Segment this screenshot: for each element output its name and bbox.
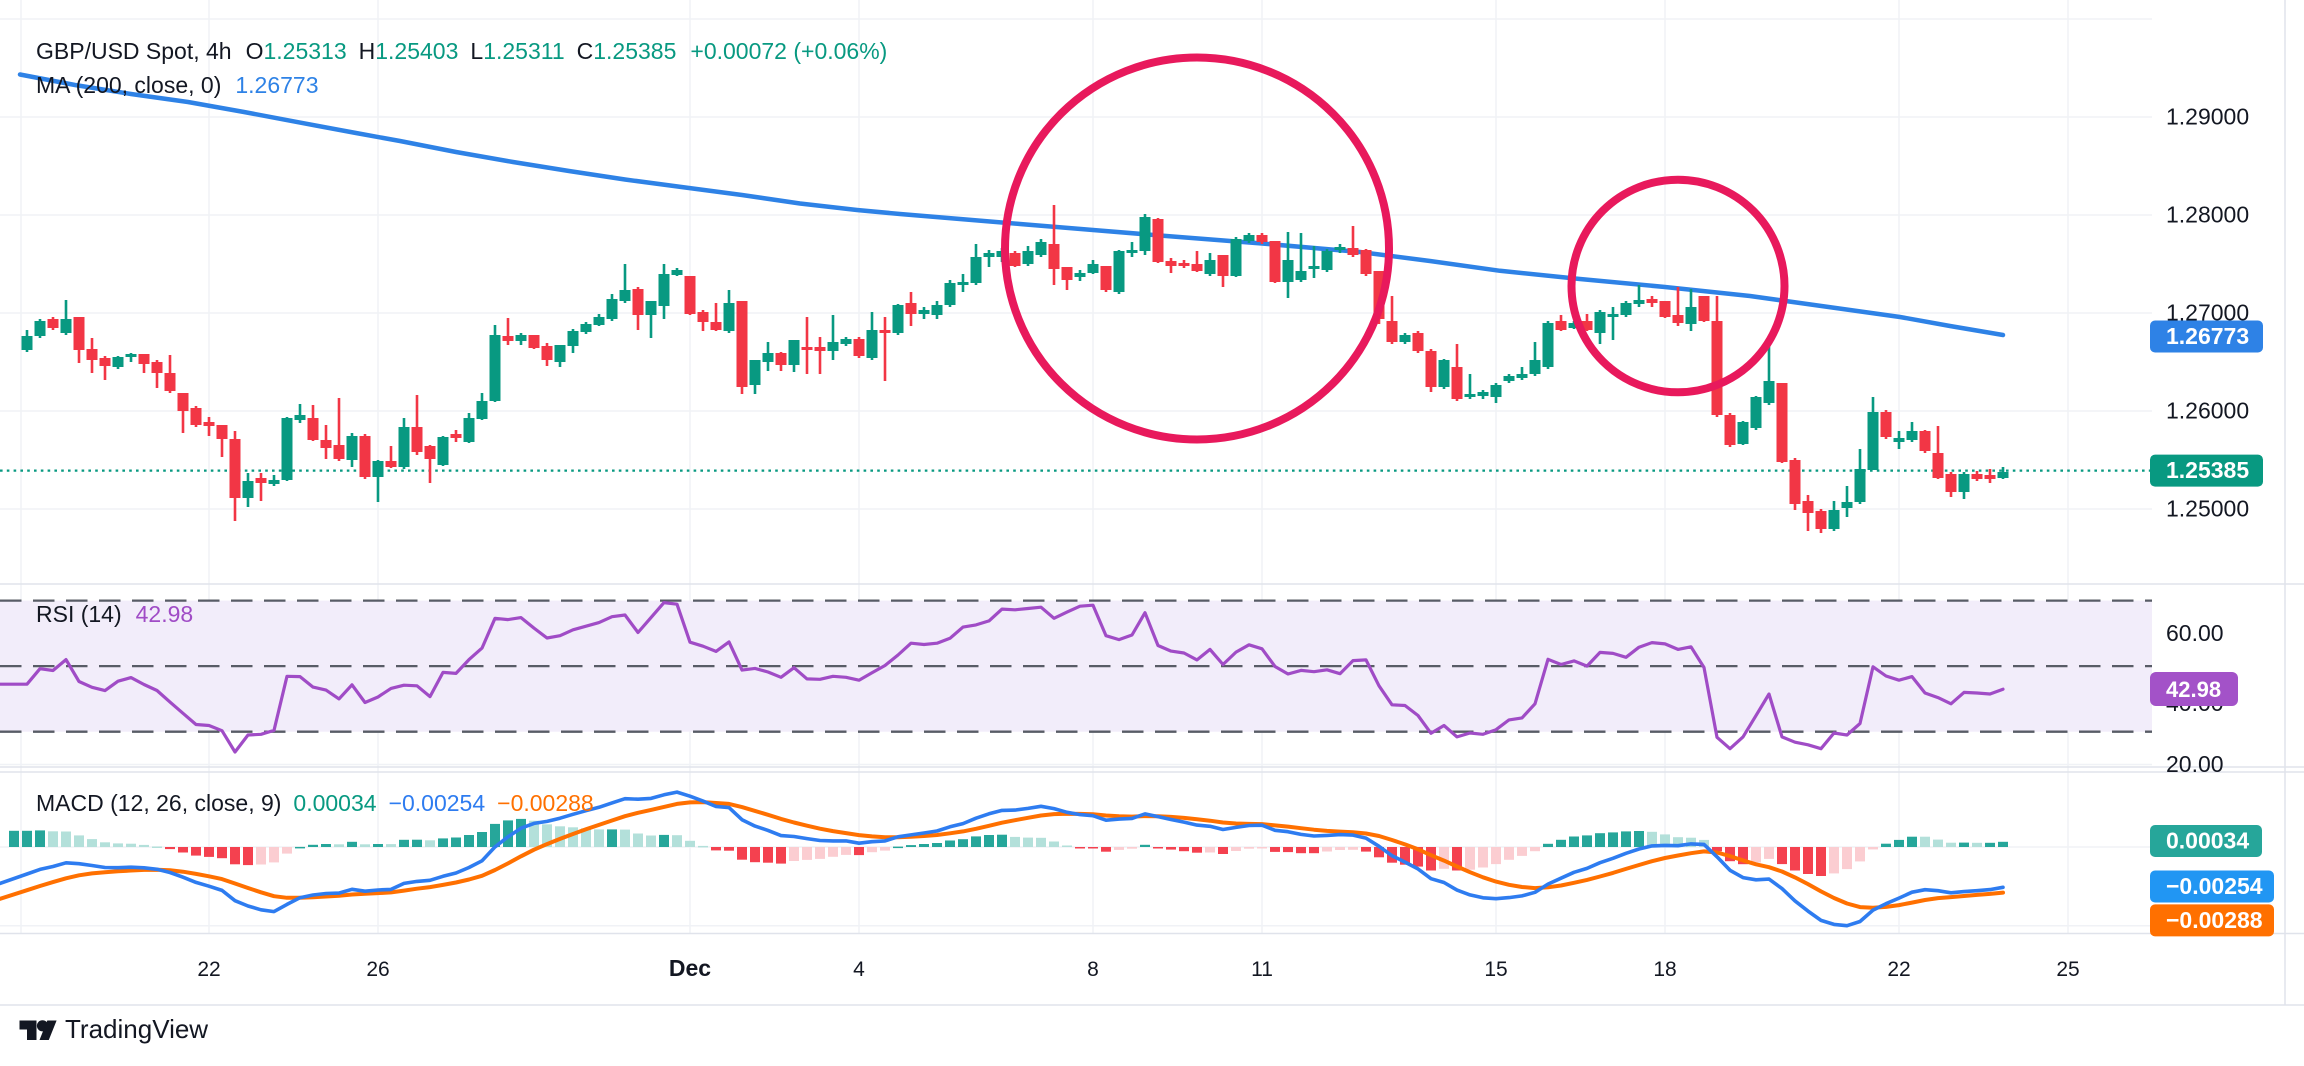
- svg-text:TradingView: TradingView: [65, 1014, 208, 1044]
- svg-text:1.25385: 1.25385: [2166, 457, 2249, 483]
- svg-text:20.00: 20.00: [2166, 751, 2224, 777]
- svg-text:42.98: 42.98: [2166, 677, 2221, 702]
- svg-text:0.00034: 0.00034: [2166, 828, 2249, 854]
- svg-text:1.25000: 1.25000: [2166, 496, 2249, 522]
- svg-text:25: 25: [2056, 958, 2079, 981]
- svg-text:MA (200, close, 0)1.26773: MA (200, close, 0) 1.26773: [36, 72, 319, 98]
- svg-text:22: 22: [197, 958, 220, 981]
- svg-text:4: 4: [853, 958, 865, 981]
- svg-text:MACD (12, 26, close, 9)0.00034: MACD (12, 26, close, 9) 0.00034 −0.00254 −0…: [36, 790, 594, 816]
- svg-text:11: 11: [1251, 958, 1273, 981]
- svg-text:1.26000: 1.26000: [2166, 398, 2249, 424]
- svg-text:8: 8: [1087, 958, 1099, 981]
- svg-text:18: 18: [1653, 958, 1676, 981]
- svg-text:−0.00254: −0.00254: [2166, 873, 2263, 899]
- svg-text:26: 26: [366, 958, 389, 981]
- svg-text:15: 15: [1484, 958, 1507, 981]
- svg-text:22: 22: [1887, 958, 1910, 981]
- svg-text:−0.00288: −0.00288: [2166, 907, 2263, 933]
- svg-text:1.28000: 1.28000: [2166, 202, 2249, 228]
- svg-text:RSI (14)42.98: RSI (14) 42.98: [36, 601, 193, 627]
- svg-text:60.00: 60.00: [2166, 620, 2224, 646]
- svg-text:Dec: Dec: [669, 955, 711, 981]
- svg-text:1.26773: 1.26773: [2166, 323, 2249, 349]
- svg-text:1.29000: 1.29000: [2166, 104, 2249, 130]
